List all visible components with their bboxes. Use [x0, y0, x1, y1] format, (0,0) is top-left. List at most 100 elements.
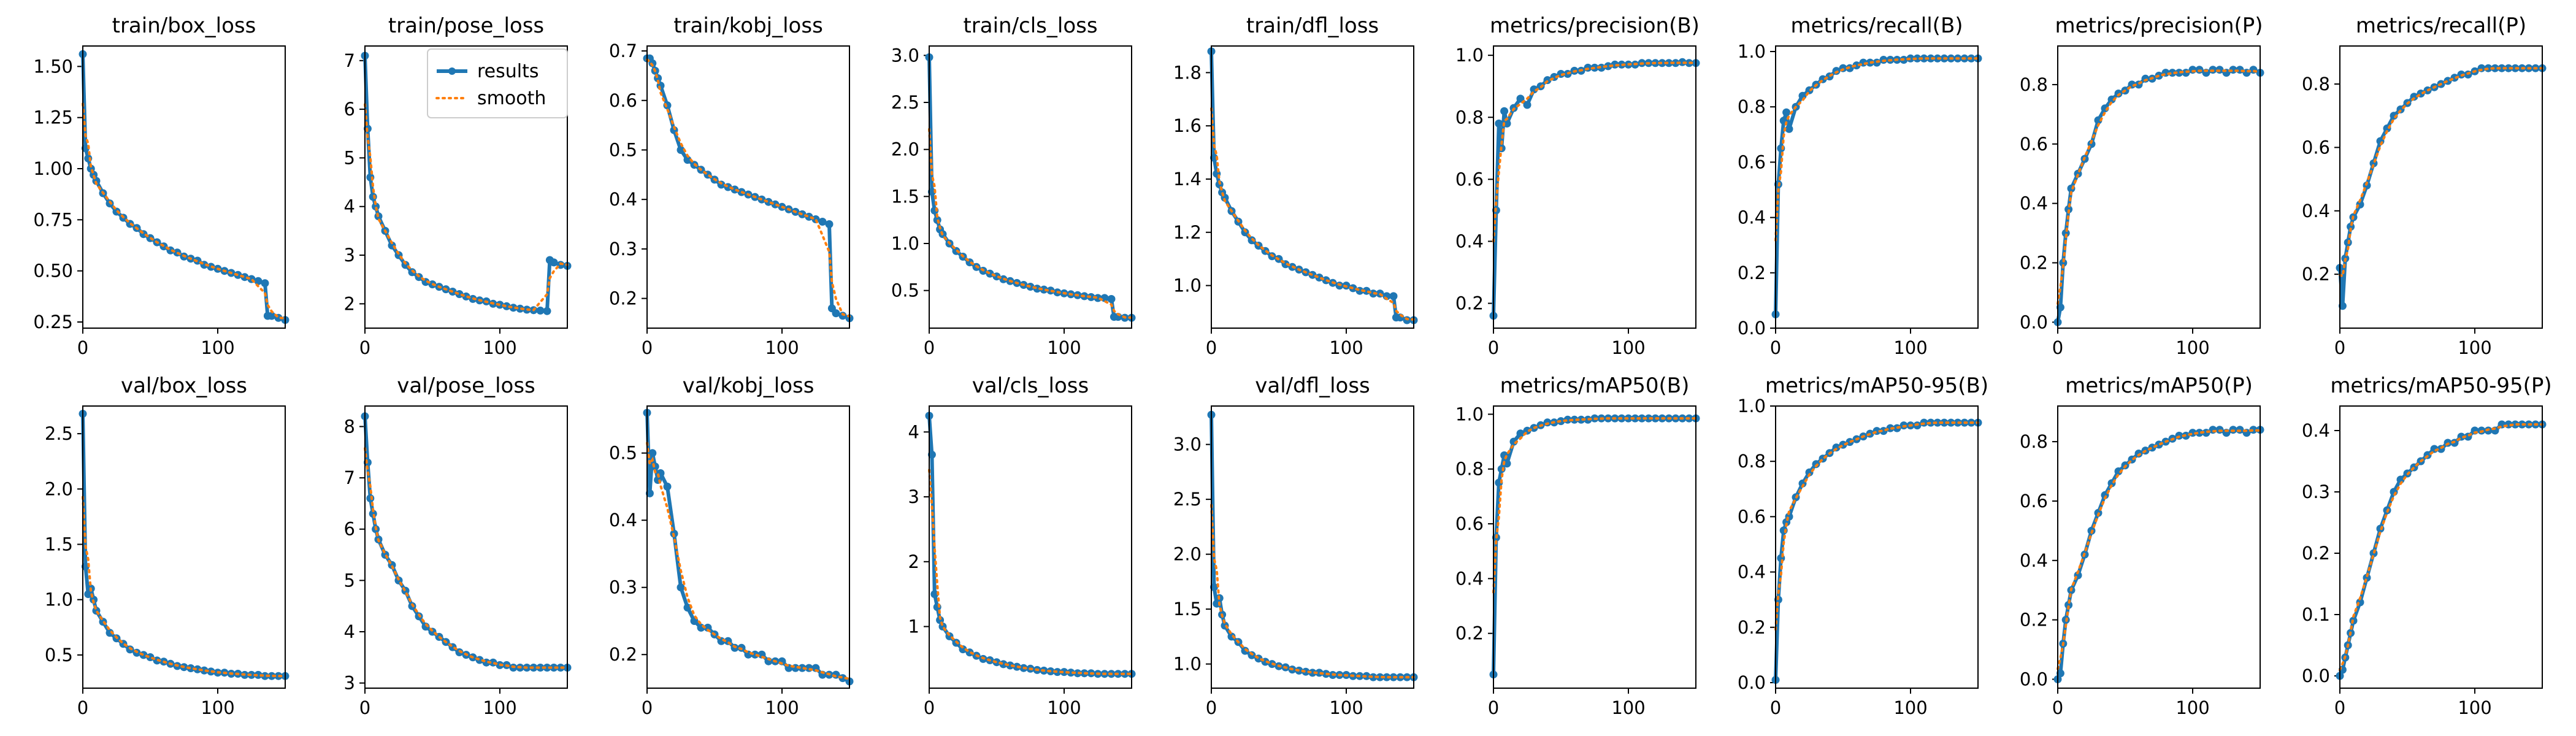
y-tick-label: 0.8 — [2302, 74, 2330, 94]
y-tick-label: 0.2 — [2302, 543, 2330, 564]
x-tick-label: 100 — [2175, 697, 2209, 718]
axes-frame — [929, 405, 1132, 689]
series-results-line — [647, 56, 851, 320]
y-tick-label: 1.25 — [33, 107, 73, 128]
x-tick-label: 100 — [483, 337, 516, 358]
y-tick-label: 2.5 — [1173, 489, 1202, 510]
data-point — [1604, 62, 1612, 71]
data-point — [90, 171, 98, 179]
series-results-line — [1209, 51, 1414, 322]
panel-metrics-precision-p: metrics/precision(P) 0 100 0.0 0.2 0.4 0.6 0.8 — [2020, 13, 2264, 358]
y-tick-label: 0.2 — [1738, 617, 1766, 638]
y-tick-label: 0.4 — [609, 510, 637, 531]
y-tick-label: 1.0 — [1455, 45, 1484, 66]
series-results-line — [1774, 421, 1978, 680]
data-point — [2114, 467, 2123, 475]
data-point — [1516, 94, 1525, 103]
data-point — [2249, 426, 2258, 434]
data-point — [2504, 64, 2513, 72]
panel-train-kobj-loss: train/kobj_loss 0 100 0.2 0.3 0.4 0.5 0.6 0.7 — [609, 13, 854, 358]
series-results-line — [1492, 416, 1696, 675]
x-tick-label: 100 — [1329, 697, 1363, 718]
panel-title: metrics/recall(P) — [2356, 13, 2526, 38]
y-tick-label: 0.4 — [2302, 420, 2330, 441]
y-tick-label: 2.5 — [891, 92, 919, 113]
x-tick-label: 100 — [2175, 337, 2209, 358]
axes-frame — [2057, 45, 2261, 329]
series-results-line — [2338, 423, 2542, 677]
y-tick-label: 0.5 — [891, 280, 919, 301]
axes-frame — [2057, 405, 2261, 689]
data-point — [1107, 295, 1116, 303]
panel-metrics-precision-b: metrics/precision(B) 0 100 0.2 0.4 0.6 0.8 1.0 — [1455, 13, 1700, 358]
y-tick-label: 1.0 — [891, 233, 919, 254]
data-point — [751, 650, 759, 659]
data-point — [2491, 64, 2499, 72]
panel-title: val/cls_loss — [972, 374, 1089, 398]
data-point — [1570, 415, 1579, 424]
y-tick-label: 1.6 — [1173, 115, 1202, 136]
x-tick-label: 0 — [1488, 697, 1499, 718]
axes-frame — [1775, 45, 1979, 329]
axes-frame — [1493, 405, 1696, 689]
axes-frame — [2339, 405, 2543, 689]
data-point — [663, 482, 672, 491]
series-smooth-line — [646, 58, 851, 318]
data-point — [1832, 67, 1841, 75]
x-tick-label: 0 — [2052, 697, 2063, 718]
x-tick-label: 0 — [1770, 337, 1781, 358]
data-point — [536, 664, 545, 672]
x-tick-label: 0 — [359, 697, 370, 718]
x-tick-label: 100 — [1893, 697, 1927, 718]
y-tick-label: 1.00 — [33, 158, 73, 179]
x-tick-label: 100 — [201, 697, 234, 718]
axes-frame — [2339, 45, 2543, 329]
y-tick-label: 0.0 — [1738, 672, 1766, 693]
data-point — [509, 304, 518, 312]
data-point — [2511, 420, 2520, 429]
data-point — [261, 279, 269, 288]
y-tick-label: 0.6 — [1738, 151, 1766, 172]
y-tick-label: 4 — [344, 621, 355, 642]
y-tick-label: 3 — [344, 673, 355, 694]
y-tick-label: 0.7 — [609, 40, 637, 61]
series-smooth-line — [82, 102, 286, 320]
series-results-line — [927, 57, 1132, 320]
data-point — [1495, 119, 1503, 128]
data-point — [703, 623, 712, 632]
y-tick-label: 0.8 — [2020, 431, 2048, 452]
y-tick-label: 0.4 — [1738, 207, 1766, 228]
y-tick-label: 7 — [344, 467, 355, 488]
panel-train-dfl-loss: train/dfl_loss 0 100 1.0 1.2 1.4 1.6 1.8 — [1173, 13, 1418, 358]
y-tick-label: 1.8 — [1173, 62, 1202, 83]
y-tick-label: 0.2 — [1455, 293, 1484, 314]
data-point — [369, 193, 377, 201]
data-point — [1638, 414, 1646, 423]
panel-title: metrics/mAP50(B) — [1500, 374, 1690, 398]
panel-metrics-map50-95-p: metrics/mAP50-95(P) 0 100 0.0 0.1 0.2 0.3 0.4 — [2302, 374, 2552, 718]
data-point — [2134, 450, 2143, 458]
x-tick-label: 0 — [924, 337, 935, 358]
x-tick-label: 0 — [642, 697, 653, 718]
y-tick-label: 0.3 — [2302, 481, 2330, 502]
data-point — [825, 220, 834, 228]
data-point — [372, 202, 380, 211]
series-smooth-line — [1492, 417, 1697, 594]
data-point — [1933, 418, 1942, 427]
y-tick-label: 0.4 — [2020, 550, 2048, 571]
y-tick-label: 0.6 — [1738, 506, 1766, 527]
data-point — [1376, 673, 1384, 681]
y-tick-label: 1.5 — [1173, 599, 1202, 619]
data-point — [2497, 64, 2506, 72]
y-tick-label: 4 — [908, 421, 919, 442]
x-tick-label: 0 — [77, 337, 88, 358]
data-point — [502, 302, 511, 310]
y-tick-label: 3 — [344, 245, 355, 266]
data-point — [1060, 668, 1068, 677]
axes-frame — [646, 405, 850, 689]
x-tick-label: 0 — [2334, 697, 2345, 718]
data-point — [193, 665, 202, 673]
data-point — [1530, 85, 1538, 94]
x-tick-label: 100 — [2458, 697, 2491, 718]
y-tick-label: 0.3 — [609, 239, 637, 259]
